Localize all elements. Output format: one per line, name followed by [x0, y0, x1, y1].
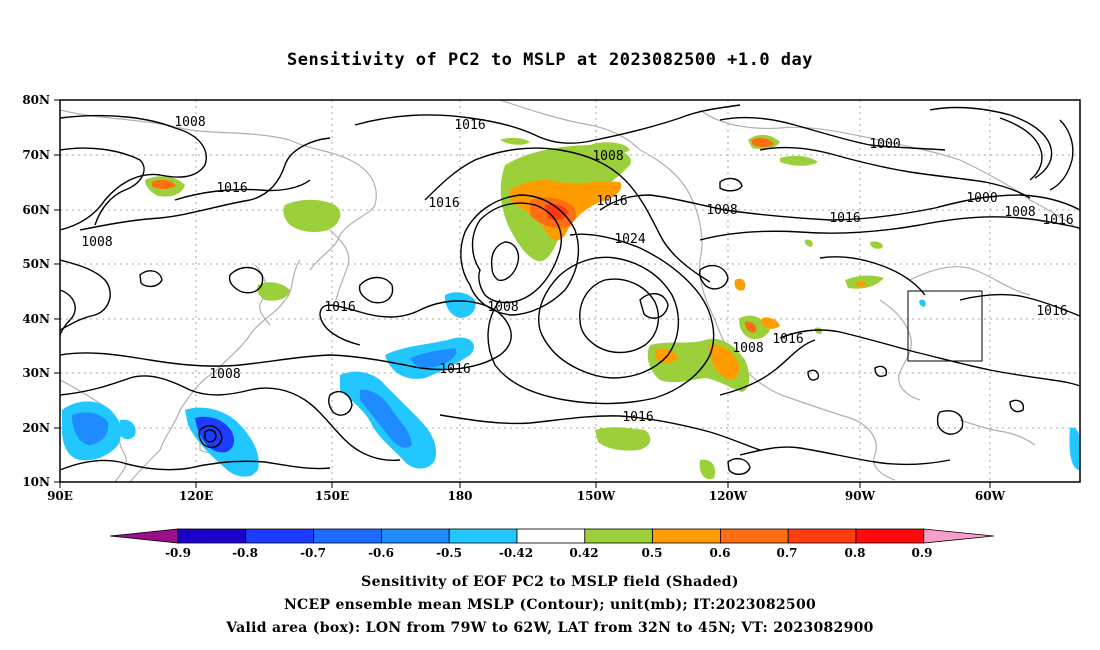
- lat-label: 50N: [22, 257, 50, 271]
- contour-label: 1000: [966, 191, 997, 206]
- colorbar-swatch: [313, 528, 382, 544]
- contour-label: 1008: [592, 149, 623, 164]
- lon-label: 150W: [577, 489, 616, 503]
- colorbar-swatch: [245, 528, 315, 544]
- lat-label: 30N: [22, 366, 50, 380]
- colorbar-swatch: [177, 528, 247, 544]
- colorbar-arrow-low: [109, 528, 179, 544]
- colorbar-tick-label: -0.6: [368, 546, 394, 560]
- lon-label: 90E: [47, 489, 73, 503]
- contour-label: 1016: [439, 362, 470, 377]
- lat-label: 70N: [22, 148, 50, 162]
- caption-line-1: Sensitivity of EOF PC2 to MSLP field (Sh…: [361, 574, 739, 590]
- colorbar-tick-label: -0.5: [436, 546, 462, 560]
- lon-label: 120W: [709, 489, 748, 503]
- colorbar-swatch: [720, 528, 789, 544]
- caption-line-3: Valid area (box): LON from 79W to 62W, L…: [226, 620, 874, 636]
- contour-label: 1016: [454, 118, 485, 133]
- colorbar-swatch: [516, 528, 586, 544]
- colorbar: [109, 528, 994, 544]
- lon-label: 120E: [179, 489, 213, 503]
- colorbar-tick-label: -0.7: [300, 546, 326, 560]
- contour-label: 1016: [622, 410, 653, 425]
- lon-label: 60W: [975, 489, 1006, 503]
- colorbar-tick-label: 0.6: [710, 546, 731, 560]
- contour-label: 1016: [829, 211, 860, 226]
- contour-label: 1016: [216, 181, 247, 196]
- colorbar-tick-label: 0.8: [845, 546, 866, 560]
- colorbar-tick-label: 0.9: [912, 546, 933, 560]
- colorbar-swatch: [584, 528, 653, 544]
- colorbar-swatch: [448, 528, 518, 544]
- lon-label: 150E: [315, 489, 349, 503]
- contour-label: 1016: [1042, 213, 1073, 228]
- colorbar-swatch: [855, 528, 925, 544]
- colorbar-tick-label: -0.42: [499, 546, 533, 560]
- map-title: Sensitivity of PC2 to MSLP at 2023082500…: [286, 50, 813, 70]
- contour-label: 1016: [596, 194, 627, 209]
- plot-frame: [59, 99, 1081, 483]
- contour-label: 1016: [324, 300, 355, 315]
- colorbar-labels: -0.9 -0.8 -0.7 -0.6 -0.5 -0.42 0.42 0.5 …: [165, 546, 932, 560]
- colorbar-arrow-high: [923, 528, 994, 544]
- valid-area-box: [907, 290, 983, 362]
- tick-marks: [54, 99, 991, 488]
- contour-label: 1008: [706, 203, 737, 218]
- contour-labels: 1008 1016 1008 1016 1016 1008 1016 1024 …: [81, 115, 1073, 425]
- colorbar-tick-label: 0.7: [777, 546, 798, 560]
- contour-label: 1008: [174, 115, 205, 130]
- colorbar-tick-label: 0.5: [642, 546, 663, 560]
- lat-label: 40N: [22, 312, 50, 326]
- lon-label: 90W: [845, 489, 876, 503]
- positive-sensitivity: [145, 134, 884, 480]
- colorbar-tick-label: -0.8: [232, 546, 258, 560]
- contour-label: 1016: [428, 196, 459, 211]
- contour-label: 1008: [487, 300, 518, 315]
- colorbar-swatch: [787, 528, 857, 544]
- lon-labels: 90E 120E 150E 180 150W 120W 90W 60W: [47, 489, 1006, 503]
- contour-label: 1000: [869, 137, 900, 152]
- contour-label: 1024: [614, 232, 645, 247]
- lat-label: 60N: [22, 203, 50, 217]
- lat-label: 20N: [22, 421, 50, 435]
- negative-sensitivity: [62, 292, 1080, 477]
- colorbar-tick-label: -0.9: [165, 546, 191, 560]
- colorbar-swatch: [380, 528, 450, 544]
- lat-label: 80N: [22, 93, 50, 107]
- contour-label: 1008: [81, 235, 112, 250]
- contour-label: 1008: [209, 367, 240, 382]
- lon-label: 180: [447, 489, 472, 503]
- contour-label: 1008: [1004, 205, 1035, 220]
- lat-labels: 80N 70N 60N 50N 40N 30N 20N 10N: [22, 93, 50, 489]
- contour-label: 1016: [772, 332, 803, 347]
- contour-label: 1016: [1036, 304, 1067, 319]
- colorbar-swatch: [652, 528, 721, 544]
- mslp-contours: [60, 104, 1080, 475]
- lat-label: 10N: [22, 475, 50, 489]
- colorbar-tick-label: 0.42: [569, 546, 598, 560]
- contour-label: 1008: [732, 341, 763, 356]
- caption-line-2: NCEP ensemble mean MSLP (Contour); unit(…: [283, 597, 817, 613]
